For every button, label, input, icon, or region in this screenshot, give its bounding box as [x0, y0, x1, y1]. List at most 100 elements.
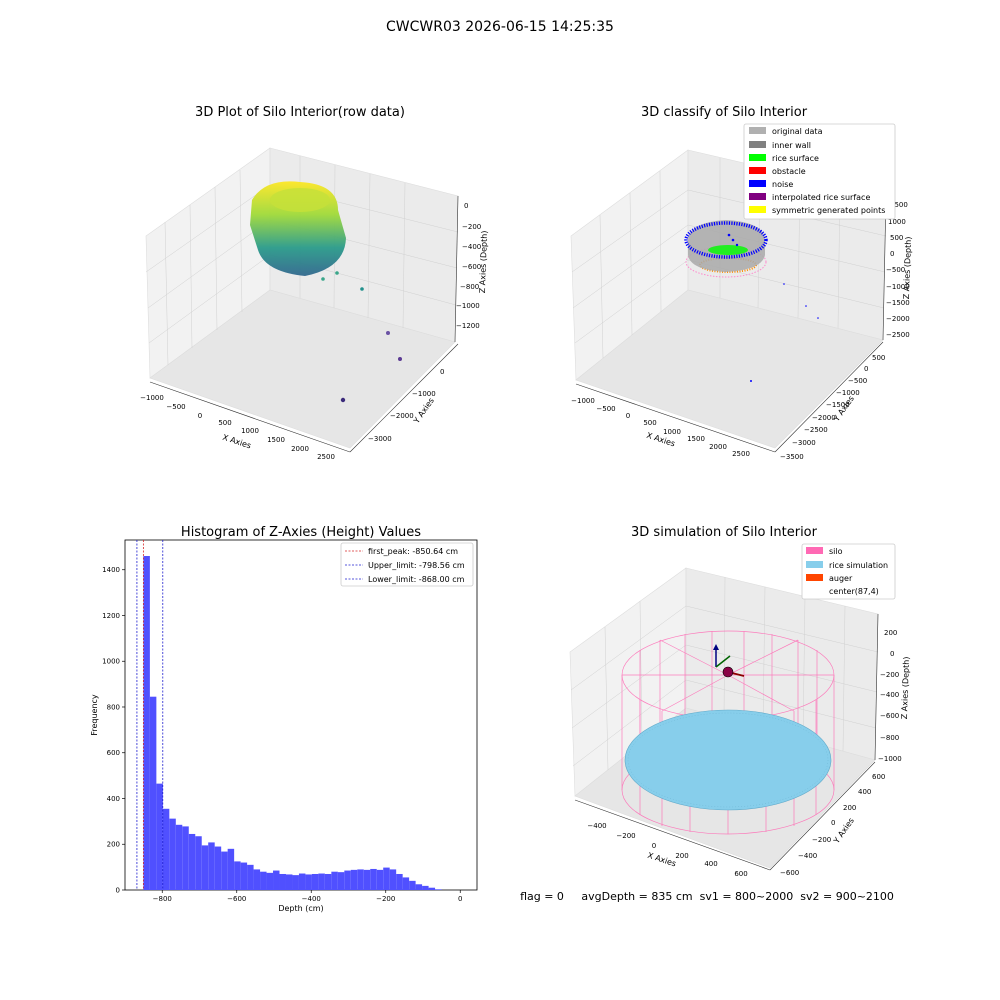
panel1-zlabel: Z Axies (Depth) — [478, 230, 489, 293]
panel2-xtick-1: −500 — [596, 405, 615, 413]
hist-bar-34 — [357, 869, 364, 890]
panel1-xlabel: X Axies — [221, 433, 252, 451]
panel4-ztick-2: −200 — [880, 671, 899, 679]
panel2-ztick-3: 0 — [890, 250, 894, 258]
panel1-y-ticks: 0 −1000 −2000 −3000 — [368, 368, 444, 443]
panel4-auger — [713, 644, 745, 678]
panel2-legend-swatch-interpolated — [749, 193, 766, 200]
panel2-z-ticks: 1500 1000 500 0 −500 −1000 −1500 −2000 −… — [886, 201, 910, 339]
panel4-xtick-1: −200 — [616, 832, 635, 840]
panel4-xtick-5: 600 — [734, 870, 747, 878]
panel2-ztick-8: −2500 — [886, 331, 910, 339]
panel-raw-3d: 3D Plot of Silo Interior(row data) — [140, 105, 489, 461]
hist-bar-38 — [383, 867, 390, 890]
panel2-legend-label-obstacle: obstacle — [772, 167, 806, 176]
hist-bar-46 — [435, 889, 442, 890]
figure-suptitle: CWCWR03 2026-06-15 14:25:35 — [386, 19, 614, 35]
hist-bar-29 — [324, 873, 332, 890]
panel2-legend-label-noise: noise — [772, 180, 793, 189]
panel4-legend-label-silo: silo — [829, 547, 843, 556]
panel4-xtick-3: 200 — [675, 852, 688, 860]
panel4-ytick-5: −400 — [798, 852, 817, 860]
hist-y-ticks: 0 200 400 600 800 1000 1200 1400 — [102, 566, 125, 895]
panel4-gridlines — [570, 576, 879, 771]
panel1-ytick-0: 0 — [440, 368, 444, 376]
panel-histogram: Histogram of Z-Axies (Height) Values −80… — [90, 525, 478, 913]
panel4-zlabel: Z Axies (Depth) — [900, 656, 911, 719]
hist-bar-10 — [201, 845, 209, 890]
panel1-ytick-1: −1000 — [412, 390, 436, 398]
panel2-legend-swatch-inner-wall — [749, 141, 766, 148]
hist-bar-33 — [350, 869, 358, 890]
panel1-ytick-3: −3000 — [368, 435, 392, 443]
panel4-ztick-5: −800 — [880, 734, 899, 742]
hist-bar-22 — [279, 873, 286, 890]
panel2-noise-ring — [684, 221, 768, 259]
panel4-ztick-1: 0 — [890, 650, 894, 658]
panel2-ytick-8: −3500 — [780, 453, 804, 461]
panel2-title: 3D classify of Silo Interior — [641, 105, 808, 120]
panel2-ytick-7: −3000 — [792, 439, 816, 447]
hist-ytick-label-5: 1000 — [102, 658, 120, 666]
panel2-ytick-5: −2000 — [812, 414, 836, 422]
panel4-ztick-4: −600 — [880, 712, 899, 720]
panel2-xtick-4: 1000 — [663, 428, 681, 436]
panel2-xtick-5: 1500 — [687, 435, 705, 443]
hist-bar-14 — [227, 848, 235, 890]
panel4-y-ticks: 600 400 200 0 −200 −400 −600 — [780, 773, 885, 877]
panel2-legend-label-interpolated: interpolated rice surface — [772, 193, 870, 202]
panel1-xtick-0: −1000 — [140, 394, 164, 402]
panel2-zlabel: Z Axies (Depth) — [902, 236, 913, 299]
hist-bar-1 — [143, 556, 150, 890]
panel4-ytick-3: 0 — [831, 819, 835, 827]
panel4-ytick-4: −200 — [812, 836, 831, 844]
panel4-xtick-2: 0 — [652, 842, 656, 850]
hist-bar-32 — [344, 870, 351, 890]
panel2-legend: original data inner wall rice surface ob… — [743, 123, 896, 220]
hist-xtick-label-0: −800 — [153, 895, 172, 903]
panel4-z-ticks: 200 0 −200 −400 −600 −800 −1000 — [878, 629, 902, 763]
hist-bar-28 — [318, 873, 325, 890]
hist-bar-36 — [370, 868, 377, 890]
panel4-y-axis — [769, 761, 876, 871]
hist-vlines — [136, 540, 164, 890]
hist-bar-37 — [376, 869, 384, 890]
panel2-legend-swatch-rice-surface — [749, 154, 766, 161]
panel2-noise-points — [727, 233, 819, 382]
hist-legend: first_peak: -850.64 cm Upper_limit: -798… — [340, 542, 474, 587]
hist-bar-16 — [240, 862, 248, 890]
panel1-xtick-5: 1500 — [267, 436, 285, 444]
panel4-title: 3D simulation of Silo Interior — [631, 525, 818, 540]
panel2-legend-label-symmetric: symmetric generated points — [772, 206, 885, 215]
hist-bar-2 — [149, 696, 157, 890]
panel4-rice-surface — [624, 709, 832, 811]
panel4-rice-surface-texture — [627, 712, 829, 808]
panel2-y-ticks: 500 0 −500 −1000 −1500 −2000 −2500 −3000… — [780, 354, 885, 461]
hist-bar-35 — [363, 869, 371, 890]
hist-bar-4 — [162, 808, 170, 890]
hist-ytick-label-7: 1400 — [102, 566, 120, 574]
panel2-ytick-1: 0 — [864, 365, 868, 373]
panel1-ztick-3: −600 — [462, 263, 481, 271]
hist-bar-11 — [208, 842, 215, 890]
panel1-ztick-1: −200 — [462, 223, 481, 231]
hist-bar-43 — [415, 884, 423, 890]
panel1-title: 3D Plot of Silo Interior(row data) — [195, 105, 405, 120]
panel2-xtick-7: 2500 — [732, 450, 750, 458]
panel4-z-axis — [874, 613, 879, 761]
hist-bar-44 — [422, 885, 429, 890]
panel4-ytick-2: 200 — [843, 804, 856, 812]
hist-bar-45 — [428, 887, 436, 890]
panel4-xtick-0: −400 — [587, 822, 606, 830]
panel4-legend: silo rice simulation auger center(87,4) — [801, 543, 896, 600]
panel4-legend-label-rice: rice simulation — [829, 561, 888, 570]
hist-bars — [143, 556, 442, 890]
panel2-xtick-2: 0 — [626, 412, 630, 420]
hist-legend-box — [340, 542, 474, 587]
panel-simulation-3d: 3D simulation of Silo Interior — [569, 525, 911, 878]
panel-classify-3d: 3D classify of Silo Interior −1000 — [570, 105, 913, 461]
hist-bar-39 — [389, 869, 397, 890]
panel4-legend-swatch-auger — [806, 574, 823, 581]
panel1-xtick-4: 1000 — [241, 427, 259, 435]
panel2-ztick-5: −1000 — [886, 283, 910, 291]
